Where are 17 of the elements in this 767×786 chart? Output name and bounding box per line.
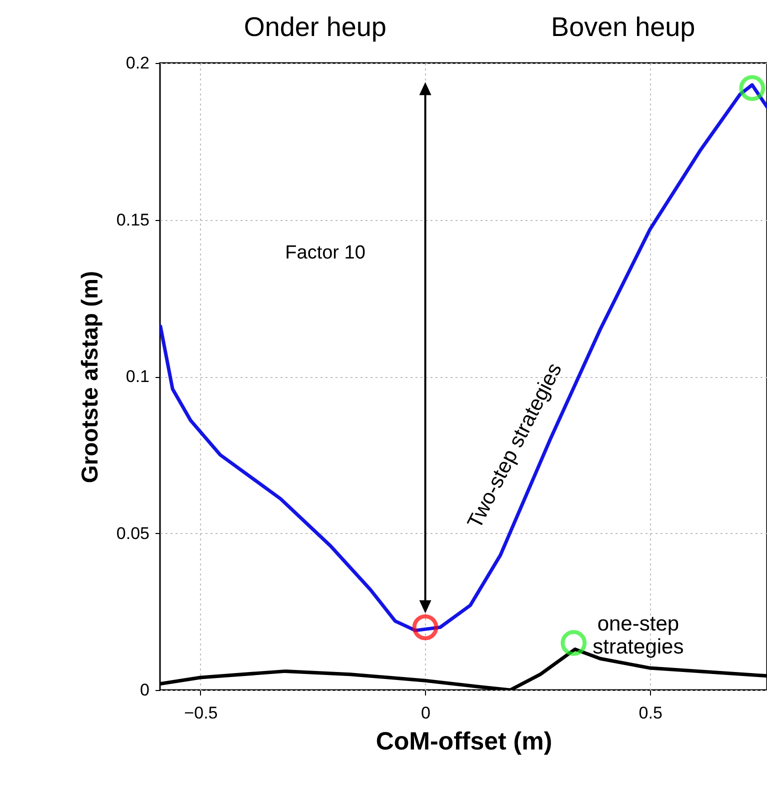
x-tick-label: 0.5 (638, 704, 662, 722)
text: Onder heup (244, 12, 386, 42)
annotation: Factor 10 (285, 242, 366, 264)
y-axis-title: Grootste afstap (m) (76, 270, 102, 484)
y-tick-label: 0.15 (116, 210, 150, 230)
y-tick-label: 0.05 (116, 524, 150, 543)
x-axis-title: CoM-offset (m) (376, 728, 552, 756)
text: Boven heup (551, 12, 696, 42)
point (412, 614, 438, 640)
x-tick-label: −0.5 (184, 704, 218, 722)
y-tick-label: 0.1 (126, 367, 150, 386)
point (739, 75, 766, 102)
y-tick-label: 0 (140, 680, 150, 700)
series-label: one-step strategies (592, 612, 684, 659)
x-tick-label: 0 (421, 704, 431, 722)
y-tick-label: 0.2 (126, 54, 150, 72)
point (560, 630, 587, 656)
